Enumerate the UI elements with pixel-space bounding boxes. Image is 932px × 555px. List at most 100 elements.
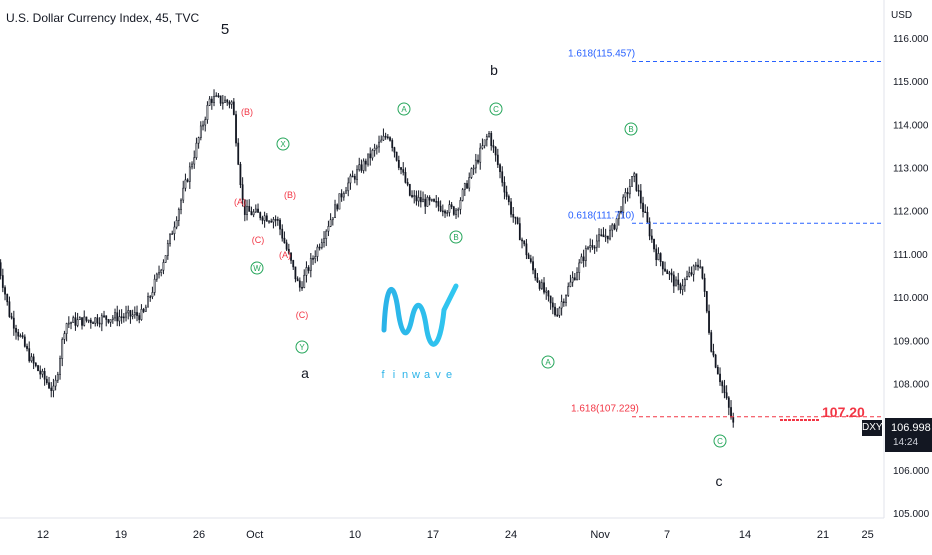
candle-body xyxy=(351,175,354,178)
candle-body xyxy=(710,332,713,352)
candle-body xyxy=(305,267,308,276)
candle-body xyxy=(334,204,336,218)
candle-body xyxy=(459,200,462,210)
candle-body xyxy=(411,195,413,197)
candle-body xyxy=(666,270,669,275)
candle-body xyxy=(182,187,185,201)
candle-body xyxy=(677,279,680,285)
candle-body xyxy=(312,258,314,260)
candle-body xyxy=(140,308,143,320)
candle-body xyxy=(349,175,352,184)
candle-body xyxy=(540,282,543,289)
candle-body xyxy=(265,215,268,222)
candle-body xyxy=(76,319,79,326)
candle-body xyxy=(450,204,453,208)
candle-body xyxy=(122,316,125,319)
candle-body xyxy=(362,160,365,171)
candle-body xyxy=(72,317,75,323)
candle-body xyxy=(611,224,614,231)
wave-circle xyxy=(250,261,264,275)
logo-letter: e xyxy=(446,369,452,381)
wave-circle xyxy=(397,102,411,116)
wave-label-circled: A xyxy=(397,102,411,116)
candle-body xyxy=(391,140,394,148)
candle-body xyxy=(496,154,499,166)
candle-body xyxy=(37,365,39,372)
candle-body xyxy=(210,98,213,103)
candle-body xyxy=(254,208,257,213)
wave-circle-text: A xyxy=(545,358,551,367)
candle-body xyxy=(226,99,229,103)
candle-body xyxy=(87,319,90,322)
candle-body xyxy=(565,295,567,303)
candle-body xyxy=(477,159,479,163)
candle-body xyxy=(472,167,475,170)
candle-body xyxy=(672,274,675,287)
candle-body xyxy=(468,177,471,189)
candle-body xyxy=(439,205,442,212)
candle-body xyxy=(169,233,171,244)
candle-body xyxy=(408,184,411,196)
x-tick-label: Oct xyxy=(246,529,263,541)
candle-body xyxy=(166,243,169,256)
candle-body xyxy=(188,166,191,182)
candle-body xyxy=(327,226,330,232)
wave-label-circled: X xyxy=(276,137,290,151)
fib-level-label: 1.618(115.457) xyxy=(568,48,635,59)
candle-body xyxy=(290,252,292,261)
candle-body xyxy=(133,312,136,316)
candle-body xyxy=(45,378,48,384)
candle-body xyxy=(683,278,686,287)
candle-body xyxy=(360,164,363,171)
candle-body xyxy=(329,219,332,227)
candle-body xyxy=(503,182,506,193)
candle-body xyxy=(637,190,640,192)
bar-countdown: 14:24 xyxy=(893,437,919,448)
candle-body xyxy=(158,272,160,275)
ticker-tag[interactable]: DXY xyxy=(862,420,883,436)
candle-body xyxy=(96,317,99,324)
candle-body xyxy=(279,219,281,230)
fib-level-label: 0.618(111.710) xyxy=(568,210,634,221)
candle-body xyxy=(633,173,636,177)
candle-body xyxy=(600,234,603,237)
candle-body xyxy=(85,316,88,321)
candle-body xyxy=(516,217,519,224)
candle-body xyxy=(191,163,193,168)
candle-body xyxy=(281,228,284,239)
logo-letter: i xyxy=(393,369,395,381)
candle-body xyxy=(252,211,255,216)
candle-body xyxy=(505,191,508,197)
candle-body xyxy=(378,141,380,148)
y-tick-label: 105.000 xyxy=(893,509,930,520)
candle-body xyxy=(551,302,554,308)
candle-body xyxy=(712,351,715,356)
candle-body xyxy=(494,146,497,156)
candle-body xyxy=(92,322,94,324)
y-tick-label: 113.000 xyxy=(893,164,929,175)
candle-body xyxy=(50,387,53,391)
candle-body xyxy=(268,220,270,223)
candle-body xyxy=(367,153,369,165)
y-tick-label: 109.000 xyxy=(893,336,930,347)
x-tick-label: 25 xyxy=(861,529,873,541)
candle-body xyxy=(202,124,204,127)
wave-circle xyxy=(449,230,463,244)
symbol-title: U.S. Dollar Currency Index, 45, TVC xyxy=(6,11,200,25)
candle-body xyxy=(578,262,581,273)
candle-body xyxy=(512,214,515,218)
candle-body xyxy=(615,218,618,230)
candle-body xyxy=(213,96,215,103)
candle-body xyxy=(573,277,576,280)
x-tick-label: 19 xyxy=(115,529,127,541)
candle-body xyxy=(631,176,633,187)
candle-body xyxy=(481,145,484,149)
candle-body xyxy=(301,286,303,289)
candle-body xyxy=(626,192,629,195)
candle-body xyxy=(549,295,552,304)
candle-body xyxy=(111,317,114,320)
candle-body xyxy=(120,316,123,318)
candle-body xyxy=(681,285,684,290)
